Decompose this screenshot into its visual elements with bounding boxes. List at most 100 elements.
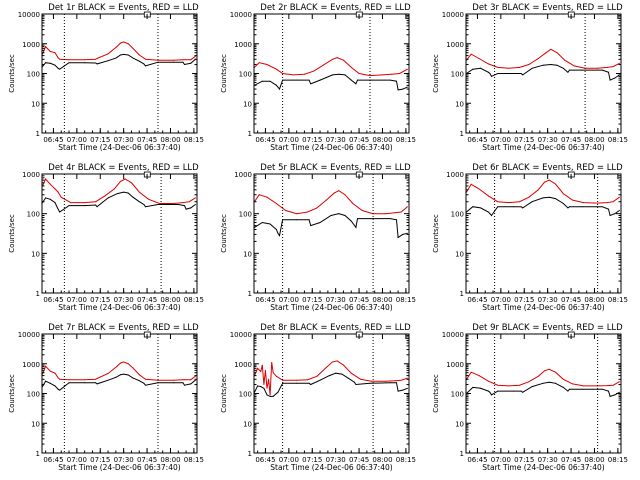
data-point-lld	[260, 371, 262, 372]
data-point-events	[145, 206, 146, 208]
series-line-lld	[42, 41, 196, 61]
data-point-events	[344, 215, 346, 216]
data-point-events	[319, 222, 321, 223]
data-point-lld	[57, 377, 59, 379]
y-tick-label: 1000	[234, 41, 252, 49]
data-point-events	[266, 394, 268, 396]
plot-frame	[41, 173, 198, 294]
data-point-events	[120, 374, 121, 376]
y-tick-label: 1	[460, 130, 464, 138]
data-point-events	[59, 211, 61, 213]
y-tick-label: 100	[451, 391, 464, 399]
data-point-lld	[268, 378, 270, 380]
x-tick-label: 07:15	[514, 136, 534, 144]
x-tick-label: 06:45	[43, 296, 63, 304]
data-point-events	[542, 197, 544, 199]
data-point-lld	[54, 52, 56, 54]
data-point-events	[601, 206, 603, 208]
data-point-lld	[59, 378, 61, 380]
data-point-events	[123, 373, 125, 375]
data-point-lld	[296, 213, 298, 215]
y-tick-label: 1	[248, 450, 252, 458]
data-point-lld	[478, 58, 480, 59]
y-tick-label: 10	[455, 100, 464, 108]
data-point-events	[261, 222, 263, 223]
data-point-events	[182, 382, 184, 384]
data-point-lld	[406, 377, 408, 379]
chart-title: Det 1r BLACK = Events, RED = LLD	[48, 3, 199, 13]
series-line-lld	[42, 361, 196, 381]
data-point-lld	[131, 182, 132, 184]
data-point-lld	[120, 362, 121, 364]
data-point-events	[397, 390, 399, 392]
y-tick-label: 10000	[230, 11, 252, 19]
y-axis-label: Counts/sec	[220, 54, 228, 93]
data-point-lld	[528, 196, 530, 198]
x-tick-label: 08:00	[584, 456, 604, 464]
data-point-events	[512, 73, 514, 74]
data-point-events	[107, 60, 109, 62]
data-point-events	[338, 73, 340, 75]
data-point-events	[609, 215, 611, 216]
y-axis-label: Counts/sec	[8, 214, 16, 253]
y-tick-label: 1000	[446, 361, 464, 369]
chart-title: Det 3r BLACK = Events, RED = LLD	[472, 3, 623, 13]
data-point-lld	[107, 53, 109, 55]
data-point-events	[522, 74, 524, 76]
data-point-lld	[313, 70, 315, 72]
data-point-lld	[572, 383, 574, 385]
data-point-lld	[120, 180, 121, 182]
data-point-events	[308, 382, 310, 384]
data-point-events	[54, 202, 56, 204]
data-point-lld	[84, 202, 86, 204]
data-point-events	[491, 394, 492, 396]
series-line-events	[254, 372, 408, 397]
data-point-events	[138, 60, 140, 62]
data-point-lld	[606, 66, 608, 68]
x-tick-label: 06:45	[255, 136, 275, 144]
data-point-lld	[564, 59, 566, 61]
data-point-lld	[333, 192, 335, 194]
x-axis-label: Start Time (24-Dec-06 06:37:40)	[58, 143, 180, 152]
data-point-events	[491, 215, 492, 216]
x-tick-label: 07:00	[491, 296, 511, 304]
data-point-lld	[385, 380, 387, 382]
data-point-events	[396, 382, 397, 384]
data-point-events	[184, 64, 185, 65]
data-point-events	[608, 208, 609, 210]
x-tick-label: 08:00	[584, 136, 604, 144]
data-point-lld	[49, 183, 51, 185]
data-point-events	[569, 388, 570, 390]
y-tick-label: 1	[460, 290, 464, 298]
series-line-events	[254, 73, 408, 91]
data-point-lld	[487, 380, 489, 382]
y-tick-label: 10	[455, 420, 464, 428]
data-point-lld	[275, 68, 277, 70]
chart-title: Det 7r BLACK = Events, RED = LLD	[48, 323, 199, 333]
x-tick-label: 08:15	[184, 456, 204, 464]
data-point-lld	[528, 381, 530, 383]
data-point-events	[257, 385, 259, 387]
x-tick-label: 08:00	[584, 296, 604, 304]
x-tick-label: 07:45	[561, 456, 581, 464]
data-point-events	[472, 68, 474, 70]
data-point-events	[132, 377, 134, 379]
data-point-events	[277, 232, 279, 234]
data-point-events	[49, 62, 51, 64]
data-point-lld	[138, 54, 140, 56]
data-point-lld	[190, 379, 192, 381]
data-point-events	[531, 201, 533, 203]
data-point-events	[84, 382, 86, 384]
data-point-lld	[597, 202, 599, 204]
y-tick-label: 100	[451, 71, 464, 79]
data-point-events	[84, 205, 86, 207]
x-tick-label: 07:30	[114, 136, 134, 144]
chart-title: Det 2r BLACK = Events, RED = LLD	[260, 3, 411, 13]
plot-frame	[253, 173, 410, 294]
x-tick-label: 08:15	[396, 456, 416, 464]
y-tick-label: 10	[243, 250, 252, 258]
data-point-events	[308, 219, 310, 221]
data-point-events	[389, 382, 391, 384]
data-point-lld	[57, 57, 59, 59]
series-line-lld	[466, 179, 620, 204]
